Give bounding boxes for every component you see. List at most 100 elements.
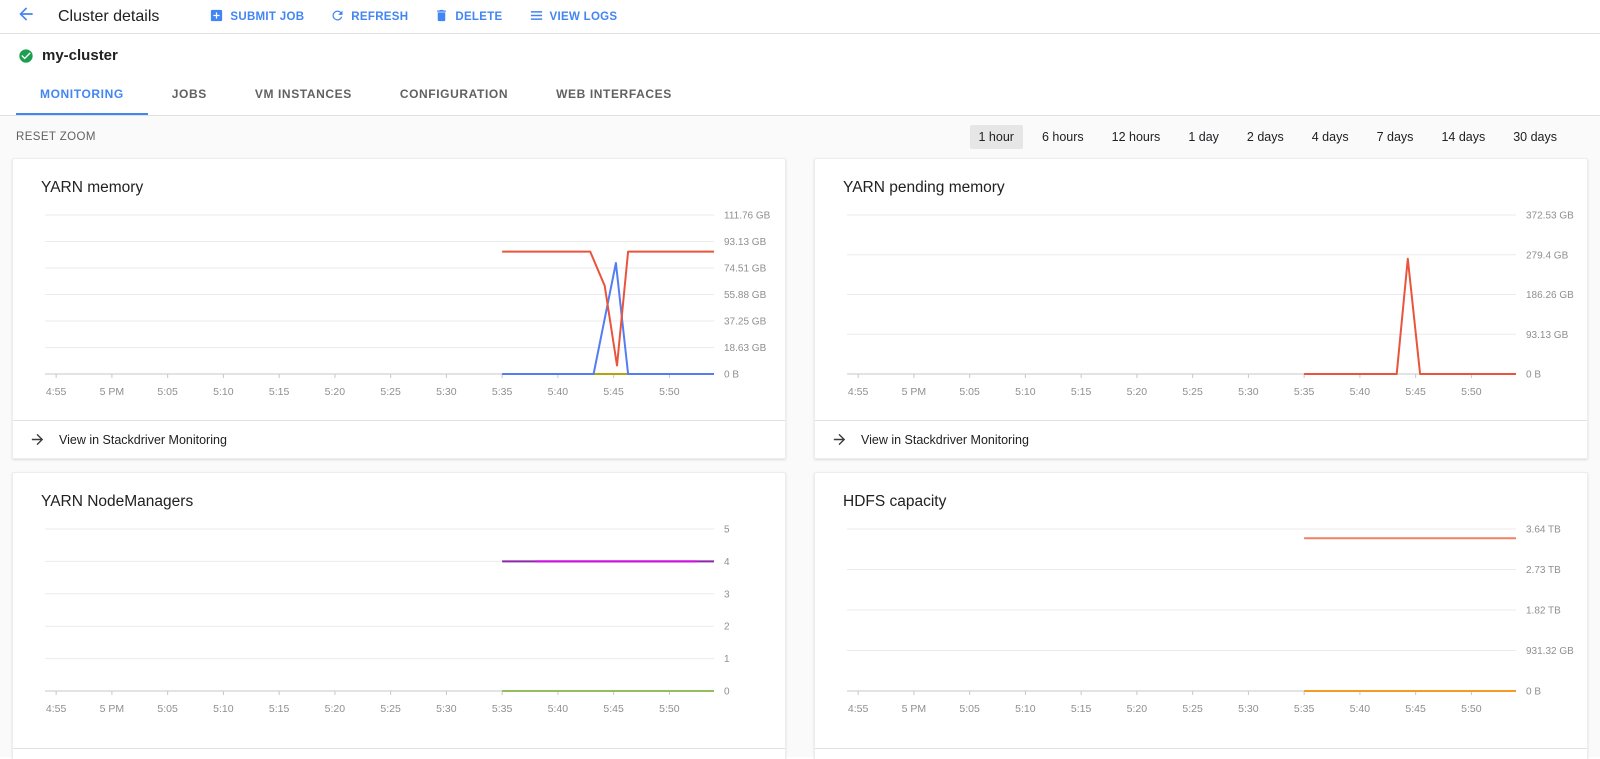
refresh-button[interactable]: REFRESH (330, 8, 408, 26)
x-axis-label: 5:25 (380, 703, 401, 715)
y-axis-label: 1 (724, 654, 730, 665)
cluster-header: my-cluster (0, 34, 1600, 73)
time-range-selector: 1 hour 6 hours 12 hours 1 day 2 days 4 d… (960, 125, 1567, 149)
chart-card-hdfs-capacity: HDFS capacity 3.64 TB 2.73 TB 1.82 TB 931.3… (814, 472, 1588, 759)
top-toolbar: Cluster details SUBMIT JOB REFRESH DELET… (0, 0, 1600, 34)
y-axis-label: 186.26 GB (1526, 290, 1574, 301)
x-axis-label: 5:40 (548, 703, 569, 715)
x-axis-label: 5:35 (1294, 386, 1315, 398)
tab-configuration[interactable]: CONFIGURATION (399, 87, 509, 101)
tab-monitoring[interactable]: MONITORING (16, 73, 148, 115)
y-axis-label: 279.4 GB (1526, 250, 1569, 261)
view-in-stackdriver-link[interactable]: View in Stackdriver Monitoring (13, 420, 785, 458)
x-axis-label: 5:15 (269, 703, 290, 715)
tab-vm-instances[interactable]: VM INSTANCES (254, 87, 352, 101)
reset-zoom-button[interactable]: RESET ZOOM (16, 131, 96, 143)
delete-label: DELETE (455, 10, 503, 23)
x-axis-label: 5:25 (1182, 386, 1203, 398)
x-axis-label: 4:55 (46, 386, 67, 398)
view-in-stackdriver-link[interactable]: View in Stackdriver Monitoring (815, 748, 1587, 759)
cluster-name: my-cluster (42, 47, 118, 64)
x-axis-label: 5:45 (603, 386, 624, 398)
chart-controls: RESET ZOOM 1 hour 6 hours 12 hours 1 day… (0, 116, 1600, 158)
x-axis-label: 5:25 (1182, 703, 1203, 715)
submit-job-label: SUBMIT JOB (230, 10, 305, 23)
y-axis-label: 4 (724, 557, 730, 568)
add-box-icon (209, 8, 224, 26)
x-axis-label: 5:15 (269, 386, 290, 398)
chart-card-yarn-memory: YARN memory 111.76 GB 93.13 GB 74.51 GB 55.… (12, 158, 786, 459)
range-2-days[interactable]: 2 days (1246, 130, 1284, 144)
x-axis-label: 5:40 (548, 386, 569, 398)
chart-grid: YARN memory 111.76 GB 93.13 GB 74.51 GB 55.… (0, 158, 1600, 759)
chart-card-yarn-nodemanagers: YARN NodeManagers 5 4 3 2 1 0 4:55 5 PM 5:05 5:10… (12, 472, 786, 759)
check-circle-icon (18, 48, 34, 64)
memory-available-line (502, 262, 714, 375)
range-1-hour[interactable]: 1 hour (969, 125, 1023, 149)
x-axis-label: 5:10 (213, 703, 234, 715)
view-logs-button[interactable]: VIEW LOGS (529, 8, 618, 26)
pending-memory-line (1304, 257, 1516, 375)
memory-allocated-line (502, 250, 714, 367)
x-axis-label: 5:40 (1350, 386, 1371, 398)
hdfs-capacity-chart-canvas: 3.64 TB 2.73 TB 1.82 TB 931.32 GB 0 B 4:55 5 P… (847, 525, 1574, 715)
range-4-days[interactable]: 4 days (1311, 130, 1349, 144)
x-axis-label: 5:05 (157, 703, 178, 715)
yarn-nodemanagers-chart-canvas: 5 4 3 2 1 0 4:55 5 PM 5:05 5:10 5:15 5:20 5:25 5:30 5:… (45, 525, 730, 715)
chart-card-yarn-pending-memory: YARN pending memory 372.53 GB 279.4 GB 186… (814, 158, 1588, 459)
y-axis-label: 37.25 GB (724, 317, 767, 328)
page-title: Cluster details (58, 7, 160, 25)
y-axis-label: 2 (724, 622, 730, 633)
refresh-icon (330, 8, 345, 26)
x-axis-label: 5:50 (659, 703, 680, 715)
y-axis-label: 3.64 TB (1526, 525, 1561, 536)
range-12-hours[interactable]: 12 hours (1111, 130, 1161, 144)
x-axis-label: 5:10 (1015, 703, 1036, 715)
tab-web-interfaces[interactable]: WEB INTERFACES (556, 87, 672, 101)
chart-title: YARN pending memory (843, 179, 1005, 196)
y-axis-label: 93.13 GB (724, 237, 767, 248)
x-axis-label: 5 PM (902, 703, 927, 715)
footer-label: View in Stackdriver Monitoring (59, 432, 227, 447)
footer-label: View in Stackdriver Monitoring (861, 432, 1029, 447)
y-axis-label: 93.13 GB (1526, 330, 1569, 341)
x-axis-label: 5:45 (603, 703, 624, 715)
range-6-hours[interactable]: 6 hours (1041, 130, 1084, 144)
x-axis-label: 5:15 (1071, 703, 1092, 715)
x-axis-label: 5:50 (1461, 386, 1482, 398)
x-axis-label: 5:20 (325, 703, 346, 715)
x-axis-label: 5:30 (436, 386, 457, 398)
monitoring-panel: RESET ZOOM 1 hour 6 hours 12 hours 1 day… (0, 116, 1600, 759)
x-axis-label: 5:15 (1071, 386, 1092, 398)
range-7-days[interactable]: 7 days (1376, 130, 1414, 144)
x-axis-label: 5:10 (1015, 386, 1036, 398)
range-1-day[interactable]: 1 day (1188, 130, 1219, 144)
range-30-days[interactable]: 30 days (1513, 130, 1557, 144)
delete-button[interactable]: DELETE (434, 8, 502, 26)
chart-title: HDFS capacity (843, 493, 947, 510)
x-axis-label: 5:45 (1405, 703, 1426, 715)
y-axis-label: 372.53 GB (1526, 211, 1574, 222)
yarn-pending-memory-chart-canvas: 372.53 GB 279.4 GB 186.26 GB 93.13 GB 0 B 4:5… (847, 211, 1574, 398)
toolbar-actions: SUBMIT JOB REFRESH DELETE VIEW LOGS (209, 8, 643, 26)
x-axis-label: 5:20 (325, 386, 346, 398)
y-axis-label: 0 (724, 687, 730, 698)
range-14-days[interactable]: 14 days (1441, 130, 1486, 144)
arrow-back-icon (16, 4, 36, 29)
chart-title: YARN memory (41, 179, 144, 196)
y-axis-label: 0 B (1526, 687, 1541, 698)
back-button[interactable] (14, 5, 38, 29)
x-axis-label: 5 PM (100, 703, 125, 715)
view-in-stackdriver-link[interactable]: View in Stackdriver Monitoring (815, 420, 1587, 458)
y-axis-label: 931.32 GB (1526, 646, 1574, 657)
view-in-stackdriver-link[interactable]: View in Stackdriver Monitoring (13, 748, 785, 759)
x-axis-label: 5:40 (1350, 703, 1371, 715)
x-axis-label: 5 PM (100, 386, 125, 398)
x-axis-label: 5:05 (959, 703, 980, 715)
trash-icon (434, 8, 449, 26)
x-axis-label: 5:50 (659, 386, 680, 398)
y-axis-label: 0 B (1526, 370, 1541, 381)
submit-job-button[interactable]: SUBMIT JOB (209, 8, 304, 26)
x-axis-label: 5 PM (902, 386, 927, 398)
tab-jobs[interactable]: JOBS (171, 87, 207, 101)
